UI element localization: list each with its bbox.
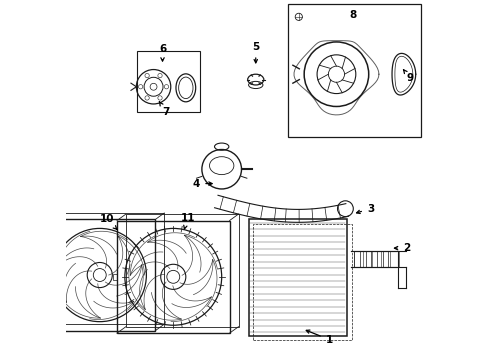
Bar: [113, 274, 117, 280]
Text: 10: 10: [99, 215, 117, 229]
Bar: [137, 51, 200, 112]
Bar: [39, 244, 44, 250]
Bar: [253, 224, 351, 340]
Bar: [117, 221, 230, 333]
Text: 8: 8: [349, 10, 356, 20]
Text: 4: 4: [193, 179, 212, 189]
Bar: [44, 220, 155, 330]
Bar: [288, 4, 421, 137]
Text: 2: 2: [394, 243, 410, 253]
Text: 9: 9: [403, 70, 414, 83]
Text: 7: 7: [159, 102, 170, 117]
Text: 1: 1: [306, 330, 333, 345]
Bar: [39, 272, 44, 278]
Text: 11: 11: [180, 213, 195, 229]
Text: 6: 6: [159, 44, 166, 61]
Text: 3: 3: [357, 204, 374, 214]
Bar: [39, 300, 44, 306]
Bar: [53, 213, 164, 324]
Text: 5: 5: [252, 42, 259, 63]
Bar: [126, 214, 239, 327]
Bar: [248, 220, 347, 336]
